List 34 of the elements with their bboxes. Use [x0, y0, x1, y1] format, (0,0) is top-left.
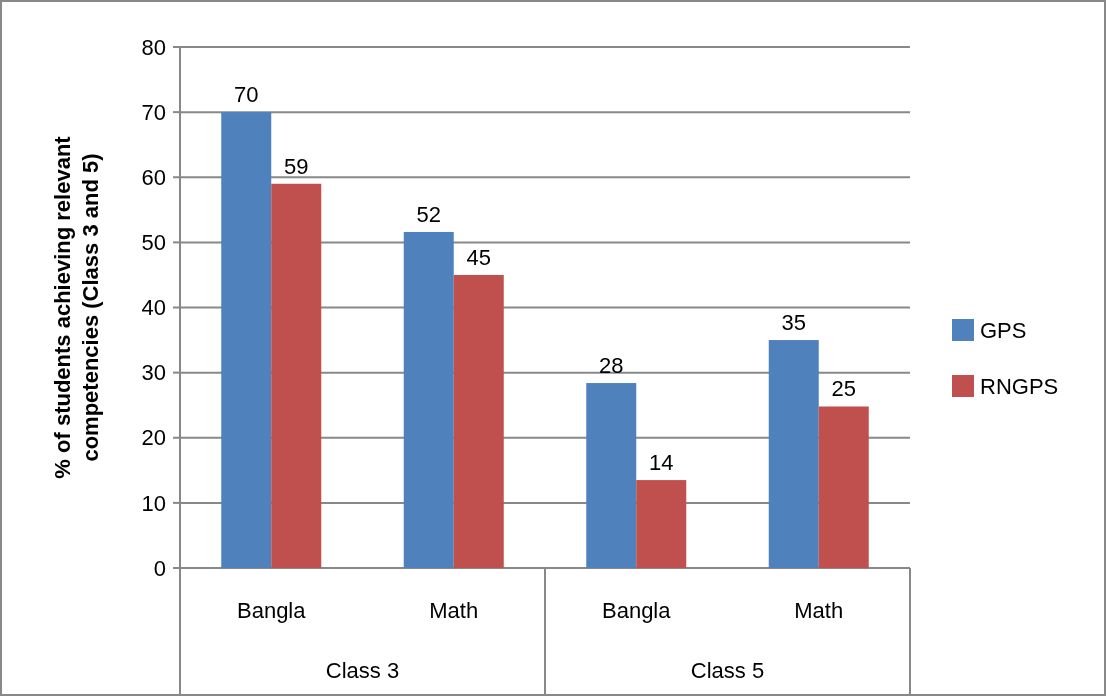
y-tick-label: 50 — [141, 230, 166, 256]
text: Class 3 — [325, 658, 400, 683]
data-label: 45 — [466, 244, 491, 270]
y-tick-label: 40 — [141, 295, 166, 321]
y-tick-label: 60 — [141, 164, 166, 190]
bar — [271, 183, 322, 568]
x-tick-label: Bangla — [236, 598, 307, 623]
x-tick-label: Bangla — [601, 598, 672, 623]
bar — [818, 406, 869, 568]
y-tick-label: 0 — [153, 555, 166, 581]
y-tick-label: 30 — [141, 360, 166, 386]
legend-label: GPS — [980, 317, 1027, 343]
text: Class 5 — [690, 658, 765, 683]
bar — [403, 231, 454, 568]
bar — [453, 274, 504, 568]
data-label: 70 — [234, 82, 259, 108]
y-tick-label: 70 — [141, 99, 166, 125]
data-label: 14 — [649, 450, 674, 476]
data-label: 28 — [599, 353, 624, 379]
bar — [586, 383, 637, 568]
y-tick-label: 20 — [141, 425, 166, 451]
y-tick-label: 80 — [141, 34, 166, 60]
data-label: 25 — [831, 376, 856, 402]
y-tick-label: 10 — [141, 490, 166, 516]
x-tick-label: Math — [429, 598, 479, 623]
x-tick-label: Math — [794, 598, 844, 623]
y-axis-title: % of students achieving relevant competencies (Class 3 and 5) — [50, 135, 103, 479]
bar — [221, 112, 272, 568]
data-label: 59 — [284, 153, 309, 179]
bar — [636, 480, 687, 568]
legend-label: RNGPS — [980, 373, 1059, 399]
bar — [768, 340, 819, 568]
data-label: 52 — [416, 201, 441, 227]
data-label: 35 — [781, 310, 806, 336]
